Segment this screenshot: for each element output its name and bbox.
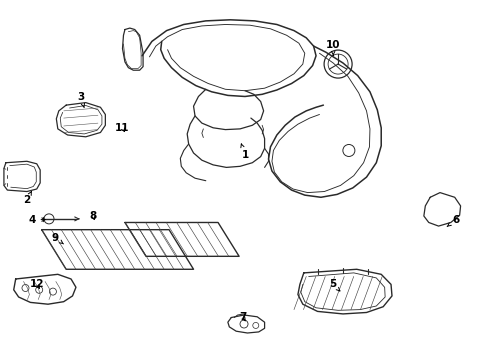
Text: 12: 12 (29, 279, 44, 289)
Text: 2: 2 (24, 192, 31, 205)
Text: 3: 3 (77, 92, 85, 108)
Text: 11: 11 (115, 123, 130, 133)
Text: 9: 9 (51, 233, 64, 244)
Text: 7: 7 (239, 312, 246, 322)
Text: 5: 5 (330, 279, 340, 291)
Text: 8: 8 (90, 211, 97, 221)
Text: 6: 6 (447, 215, 459, 226)
Text: 10: 10 (326, 40, 341, 55)
Text: 1: 1 (241, 144, 248, 160)
Text: 4: 4 (28, 215, 45, 225)
